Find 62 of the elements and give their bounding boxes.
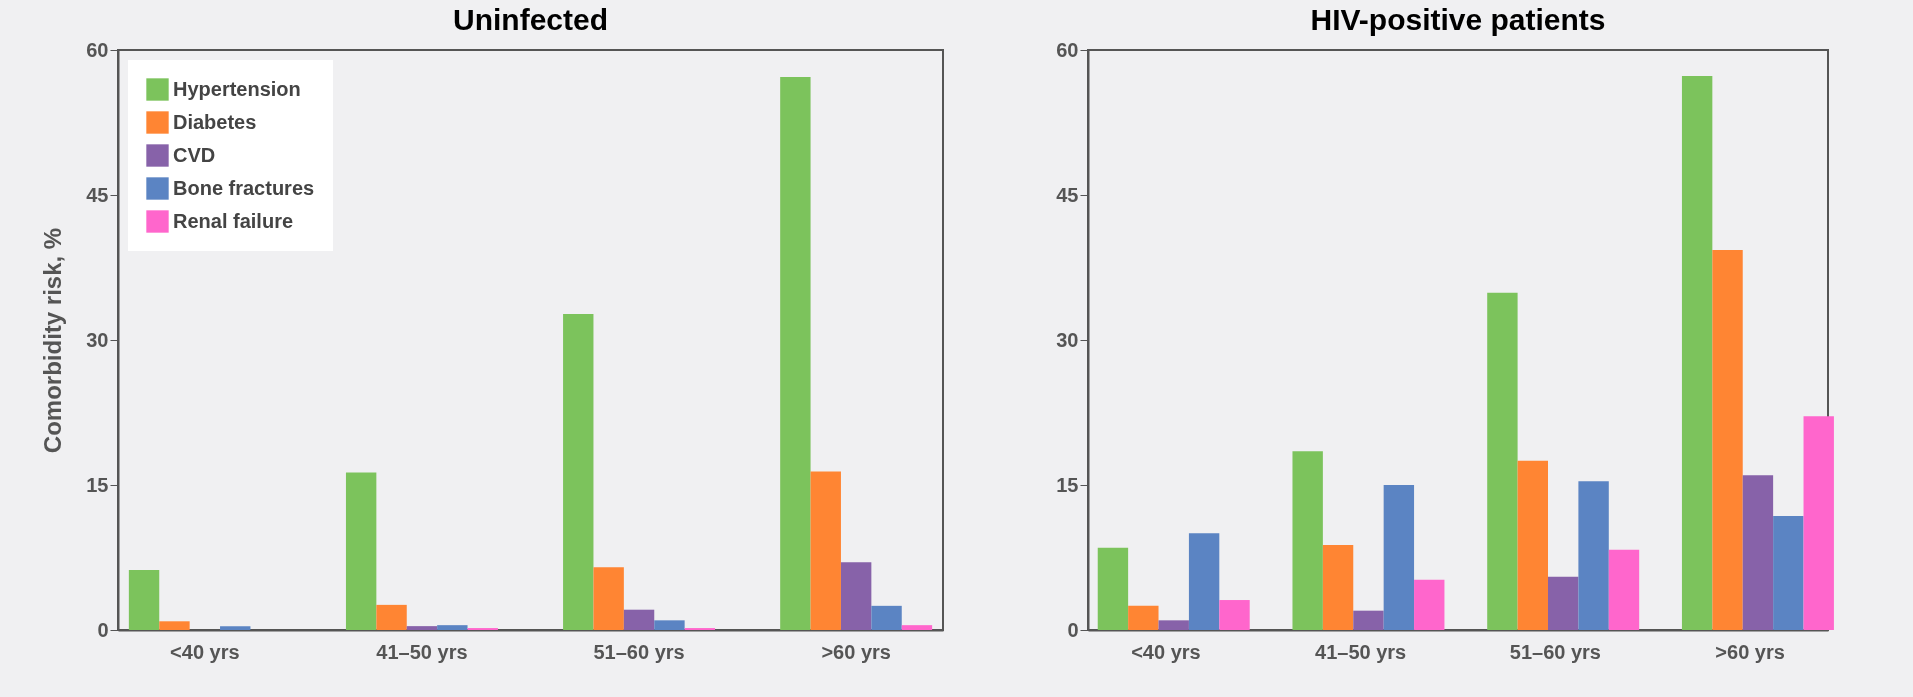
bar [1128,605,1159,630]
bar [1712,250,1743,630]
bar [1487,292,1518,630]
bar [1742,475,1774,630]
y-tick-label: 60 [1056,38,1079,61]
bar [1681,76,1713,630]
x-tick-label: 41–50 yrs [376,640,468,663]
y-tick-label: 30 [1056,328,1079,351]
bar [1517,460,1548,630]
y-axis-title: Comorbidity risk, % [39,227,67,454]
bar [406,626,438,630]
bar [1773,515,1804,630]
y-tick-label: 30 [86,328,109,351]
y-tick-label: 45 [1056,183,1079,206]
y-tick-label: 60 [86,38,109,61]
chart-title: HIV-positive patients [1310,3,1606,36]
bar [1188,533,1220,630]
x-tick-label: <40 yrs [170,640,240,663]
bar [1353,610,1384,630]
bar [593,567,624,630]
legend-label: Bone fractures [173,176,315,199]
bar [1414,579,1445,630]
bar [220,626,251,630]
bar [654,620,685,630]
bar [1578,481,1609,630]
bar [128,570,160,630]
chart-title: Uninfected [452,3,609,36]
bar [1158,620,1189,630]
y-tick-label: 0 [97,618,109,641]
bar [345,472,377,630]
bar [1292,451,1323,630]
y-tick-label: 45 [86,183,109,206]
x-tick-label: 51–60 yrs [593,640,685,663]
bar [1219,600,1250,630]
legend-label: Hypertension [173,77,301,100]
x-tick-label: >60 yrs [1715,640,1785,663]
legend-label: Diabetes [173,110,257,133]
bar [810,471,841,630]
y-tick-label: 15 [1056,473,1079,496]
bar [840,562,872,630]
bar [1383,485,1415,630]
x-tick-label: >60 yrs [821,640,891,663]
y-tick-label: 15 [86,473,109,496]
x-tick-label: 51–60 yrs [1509,640,1601,663]
bar [1608,549,1640,630]
bar [437,625,468,630]
legend-label: Renal failure [173,209,294,232]
bar [563,313,594,630]
bar [159,621,190,630]
bar [1803,416,1834,630]
bar [780,77,811,630]
legend-label: CVD [173,143,216,166]
bar [376,604,407,630]
bar [623,609,655,630]
bar [871,605,902,630]
bar [1322,544,1354,630]
bar [901,625,933,630]
x-tick-label: <40 yrs [1131,640,1201,663]
bar [1097,547,1129,630]
bar [1548,576,1579,630]
y-tick-label: 0 [1067,618,1079,641]
x-tick-label: 41–50 yrs [1315,640,1407,663]
